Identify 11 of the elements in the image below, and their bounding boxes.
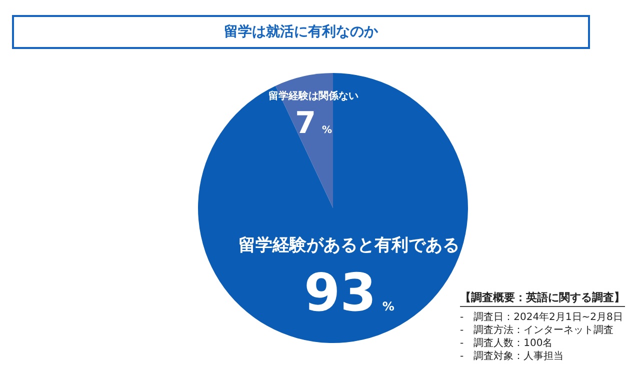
data-label: 7% [295,106,332,142]
chart-title: 留学は就活に有利なのか [12,15,590,49]
text: - 調査方法：インターネット調査 [460,324,615,337]
text: - 調査日：2024年2月1日~2月8日 [460,311,624,324]
pie-slice [198,73,468,343]
slice-label: 留学経験は関係ない [268,90,359,102]
data-label: 93% [304,263,394,324]
slice-label: 留学経験があると有利である [238,235,460,256]
text: 【調査概要：英語に関する調査】 [460,290,625,307]
text: - 調査対象：人事担当 [460,350,565,363]
text: - 調査人数：100名 [460,337,554,350]
